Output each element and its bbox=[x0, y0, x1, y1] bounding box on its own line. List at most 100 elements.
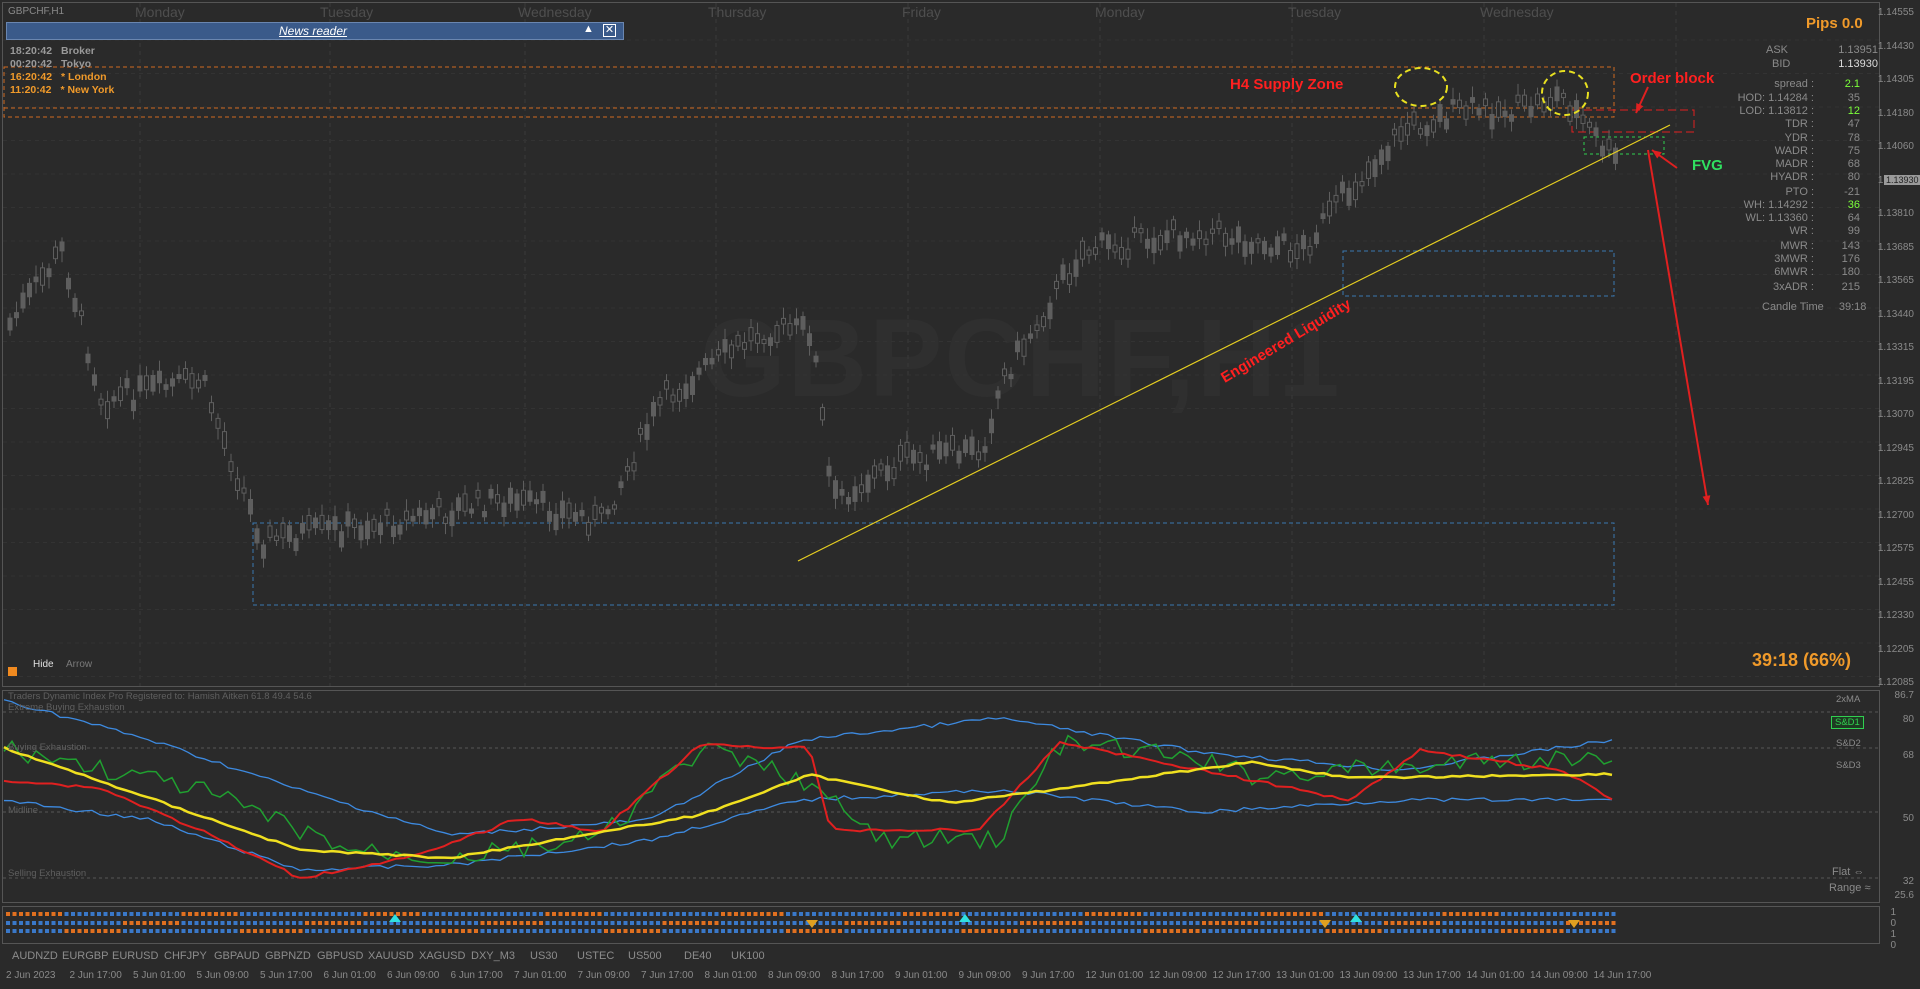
symbol-tab[interactable]: EURUSD bbox=[112, 950, 159, 962]
signal-dot bbox=[240, 929, 244, 933]
signal-dot bbox=[1605, 912, 1609, 916]
signal-dot bbox=[344, 929, 348, 933]
signal-dot bbox=[142, 929, 147, 933]
signal-dot bbox=[1072, 929, 1076, 933]
signal-dot bbox=[220, 929, 225, 933]
demand-zone-box-2 bbox=[1342, 250, 1615, 297]
signal-dot bbox=[1215, 921, 1219, 925]
signal-dot bbox=[188, 929, 192, 933]
signal-dot bbox=[532, 929, 537, 933]
signal-dot bbox=[1423, 929, 1427, 933]
symbol-tab[interactable]: US30 bbox=[530, 950, 558, 962]
signal-dot bbox=[1117, 912, 1122, 916]
candle-body bbox=[53, 246, 58, 260]
signal-dot bbox=[500, 929, 504, 933]
signal-dot bbox=[1377, 929, 1382, 933]
symbol-tab[interactable]: AUDNZD bbox=[12, 950, 58, 962]
time-tick: 8 Jun 17:00 bbox=[831, 970, 884, 981]
clock-name: Broker bbox=[61, 45, 95, 57]
collapse-icon[interactable]: ▲ bbox=[583, 23, 594, 35]
signal-pane[interactable] bbox=[2, 906, 1880, 944]
signal-dot bbox=[344, 921, 348, 925]
signal-dot bbox=[1033, 921, 1037, 925]
time-tick: 8 Jun 01:00 bbox=[704, 970, 757, 981]
signal-dot bbox=[1156, 929, 1161, 933]
clock-row: 11:20:42 * New York bbox=[10, 84, 114, 96]
candle-body bbox=[540, 490, 546, 503]
candle-body bbox=[1288, 250, 1293, 263]
hide-toggle-icon[interactable] bbox=[8, 667, 17, 676]
symbol-tab[interactable]: GBPUSD bbox=[317, 950, 364, 962]
hide-button[interactable]: Hide bbox=[33, 659, 54, 670]
signal-dot bbox=[669, 912, 673, 916]
tdi-sd3-label: S&D3 bbox=[1836, 760, 1861, 771]
signal-dot bbox=[136, 912, 140, 916]
signal-dot bbox=[363, 929, 368, 933]
symbol-tab[interactable]: US500 bbox=[628, 950, 662, 962]
close-icon[interactable]: ✕ bbox=[603, 24, 616, 37]
candle-body bbox=[1093, 247, 1098, 255]
signal-dot bbox=[1605, 929, 1609, 933]
signal-dot bbox=[669, 921, 673, 925]
signal-dot bbox=[1520, 921, 1525, 925]
signal-dot bbox=[350, 912, 355, 916]
signal-dot bbox=[1559, 921, 1564, 925]
candle-body bbox=[1522, 94, 1527, 107]
signal-dot bbox=[331, 929, 335, 933]
signal-dot bbox=[214, 912, 218, 916]
symbol-tab[interactable]: CHFJPY bbox=[164, 950, 207, 962]
candle-body bbox=[1554, 86, 1560, 102]
symbol-tab[interactable]: GBPNZD bbox=[265, 950, 311, 962]
signal-dot bbox=[1345, 929, 1349, 933]
symbol-tab[interactable]: UK100 bbox=[731, 950, 765, 962]
symbol-tab[interactable]: USTEC bbox=[577, 950, 615, 962]
signal-dot bbox=[1611, 929, 1616, 933]
signal-dot bbox=[643, 929, 647, 933]
signal-dot bbox=[1462, 921, 1466, 925]
signal-dot bbox=[467, 929, 472, 933]
symbol-tab[interactable]: GBPAUD bbox=[214, 950, 260, 962]
main-chart-pane[interactable] bbox=[2, 2, 1880, 687]
signal-dot bbox=[1338, 929, 1343, 933]
candle-body bbox=[904, 441, 910, 458]
symbol-tab[interactable]: XAUUSD bbox=[368, 950, 414, 962]
signal-dot bbox=[740, 929, 745, 933]
news-reader-bar[interactable]: News reader ▲ ✕ bbox=[6, 22, 624, 40]
signal-dot bbox=[877, 921, 881, 925]
tdi-sd1-label[interactable]: S&D1 bbox=[1831, 716, 1864, 729]
signal-dot bbox=[1241, 929, 1245, 933]
signal-dot bbox=[1078, 912, 1083, 916]
signal-dot bbox=[948, 912, 953, 916]
candle-body bbox=[1255, 238, 1261, 244]
candle-body bbox=[1028, 333, 1033, 339]
signal-dot bbox=[461, 929, 465, 933]
signal-dot bbox=[305, 921, 309, 925]
candle-body bbox=[1359, 181, 1365, 187]
signal-dot bbox=[1312, 929, 1317, 933]
symbol-tab[interactable]: DXY_M3 bbox=[471, 950, 516, 962]
signal-dot bbox=[1494, 912, 1499, 916]
signal-dot bbox=[695, 921, 699, 925]
candle-body bbox=[248, 498, 253, 515]
signal-dot bbox=[1085, 921, 1089, 925]
candle-body bbox=[1463, 105, 1469, 120]
symbol-tab[interactable]: XAGUSD bbox=[419, 950, 466, 962]
tdi-flat-label: Flat ⇔ bbox=[1832, 866, 1864, 878]
candle-body bbox=[898, 444, 903, 462]
signal-dot bbox=[1026, 921, 1031, 925]
tdi-pane[interactable] bbox=[2, 690, 1880, 903]
symbol-tab[interactable]: DE40 bbox=[684, 950, 712, 962]
signal-dot bbox=[1319, 929, 1323, 933]
signal-dot bbox=[1579, 929, 1583, 933]
candle-body bbox=[1203, 238, 1209, 246]
arrow-button[interactable]: Arrow bbox=[66, 659, 93, 670]
signal-dot bbox=[1052, 912, 1057, 916]
symbol-tab[interactable]: EURGBP bbox=[62, 950, 109, 962]
stat-label: HOD: 1.14284 : bbox=[1737, 92, 1814, 104]
signal-dot bbox=[721, 929, 725, 933]
signal-dot bbox=[396, 929, 400, 933]
candle-body bbox=[150, 375, 156, 392]
news-reader-title[interactable]: News reader bbox=[279, 24, 348, 38]
candle-body bbox=[592, 504, 598, 520]
tdi-rsi-line bbox=[3, 734, 1613, 864]
